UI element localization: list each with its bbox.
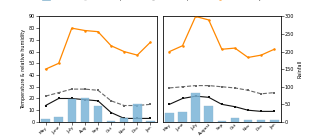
Bar <box>165 113 174 122</box>
Bar <box>67 99 76 122</box>
Bar <box>107 121 115 122</box>
Bar <box>204 106 213 122</box>
Bar <box>41 119 50 122</box>
Bar <box>133 104 142 122</box>
Bar <box>217 121 226 122</box>
Bar <box>80 98 89 122</box>
Bar <box>54 117 63 122</box>
Bar <box>94 106 102 122</box>
Bar <box>178 112 187 122</box>
Y-axis label: Rainfall: Rainfall <box>297 60 302 78</box>
Bar <box>191 93 200 122</box>
Bar <box>146 121 155 122</box>
Legend: Rainfall (mm), Maximum Temperature (°C), Minimum Temperature (°C), Relative humi: Rainfall (mm), Maximum Temperature (°C),… <box>42 0 270 1</box>
Bar <box>257 120 266 122</box>
Y-axis label: Temperature & relative humidity: Temperature & relative humidity <box>21 29 26 109</box>
Bar <box>120 118 129 122</box>
Bar <box>244 120 252 122</box>
Bar <box>231 118 239 122</box>
Bar <box>270 120 279 122</box>
